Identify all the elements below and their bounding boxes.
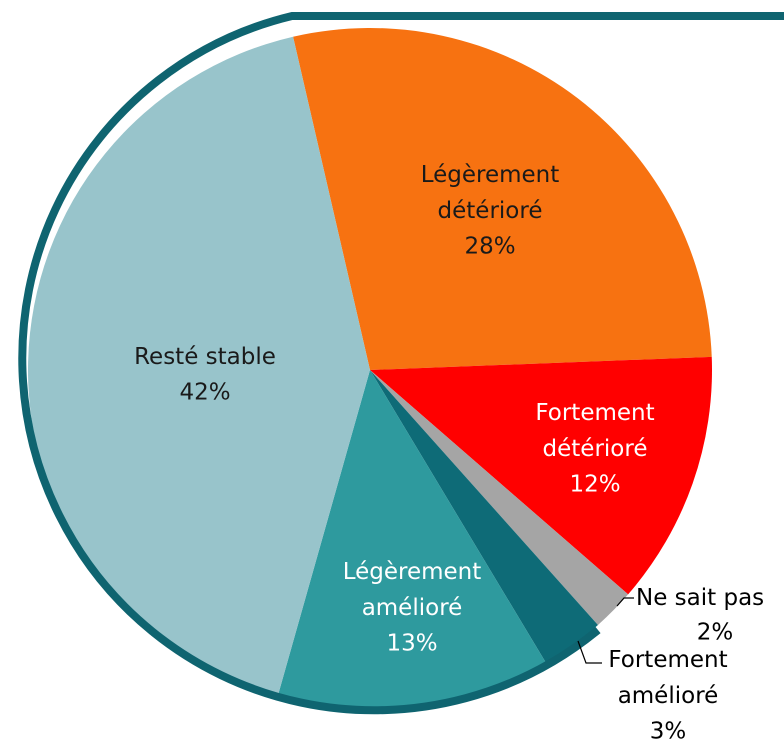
slice-label: Légèrement détérioré [421, 162, 560, 224]
pie-slice [27, 36, 370, 700]
slice-label: Ne sait pas [636, 585, 764, 611]
value-label: 3% [650, 719, 687, 739]
pie-slice [293, 27, 712, 370]
pie-slice [370, 370, 629, 625]
leader-line [616, 597, 634, 607]
pie-slice [370, 370, 598, 664]
slice-label: Fortement amélioré [608, 647, 727, 709]
value-label: 28% [464, 234, 515, 260]
value-label: 12% [569, 472, 620, 498]
slice-label: Légèrement amélioré [343, 559, 482, 621]
slice-label: Fortement détérioré [535, 400, 654, 462]
value-label: 42% [179, 380, 230, 406]
decorative-outline [18, 12, 784, 715]
value-label: 13% [386, 631, 437, 657]
pie-slice [370, 356, 712, 595]
value-label: 2% [697, 620, 734, 646]
leader-line [577, 640, 602, 664]
pie-slice [276, 370, 547, 712]
pie [27, 27, 712, 712]
slice-label: Resté stable [134, 344, 276, 370]
